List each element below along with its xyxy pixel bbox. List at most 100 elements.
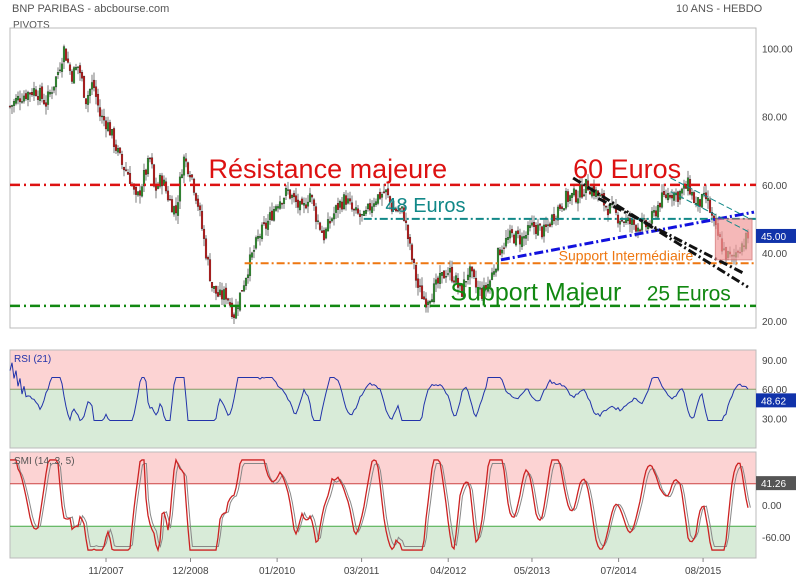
- price-candle: [68, 62, 72, 75]
- price-candle: [530, 215, 534, 228]
- price-candle: [566, 188, 570, 208]
- candle-body: [82, 76, 86, 98]
- price-candle: [536, 218, 540, 236]
- candle-body: [188, 175, 192, 178]
- price-candle: [706, 190, 710, 209]
- candle-body: [238, 292, 242, 311]
- price-candle: [240, 290, 244, 292]
- price-candle: [226, 297, 230, 305]
- price-candle: [180, 169, 184, 179]
- rsi-ytick-90: 90.00: [762, 356, 787, 367]
- candle-body: [334, 205, 338, 213]
- smi-line: [10, 457, 749, 553]
- price-candle: [106, 116, 110, 133]
- price-candle: [692, 190, 696, 204]
- price-candle: [288, 189, 292, 200]
- candle-body: [262, 222, 266, 225]
- price-candle: [346, 192, 350, 205]
- candle-body: [52, 86, 56, 91]
- price-candle: [272, 205, 276, 222]
- price-candle: [230, 297, 234, 319]
- candle-body: [498, 249, 502, 256]
- candle-body: [232, 314, 236, 318]
- candle-body: [212, 286, 216, 289]
- price-candle: [286, 181, 290, 195]
- price-candle: [452, 276, 456, 287]
- candle-body: [248, 254, 252, 276]
- candle-body: [558, 204, 562, 209]
- price-candle: [412, 258, 416, 270]
- candle-body: [272, 209, 276, 221]
- teal-channel-line: [670, 177, 751, 220]
- candle-body: [84, 98, 88, 105]
- x-tick-label: 04/2012: [430, 566, 467, 577]
- candle-body: [204, 238, 208, 259]
- price-candle: [90, 74, 94, 96]
- price-candle: [42, 93, 46, 106]
- candle-body: [696, 197, 700, 206]
- price-ytick-20: 20.00: [762, 317, 787, 328]
- candle-body: [48, 92, 52, 95]
- price-candle: [542, 219, 546, 243]
- price-candle: [402, 201, 406, 222]
- candle-body: [516, 230, 520, 234]
- candle-body: [492, 271, 496, 275]
- price-candle: [508, 224, 512, 243]
- price-candle: [418, 278, 422, 293]
- candle-body: [662, 191, 666, 195]
- price-candle: [72, 66, 76, 84]
- smi-ytick-minus60: -60.00: [762, 533, 791, 544]
- candle-body: [150, 157, 154, 165]
- smi-panel: [9, 451, 757, 559]
- price-candle: [160, 172, 164, 195]
- candle-body: [316, 220, 320, 222]
- price-candle: [290, 193, 294, 205]
- price-candle: [366, 203, 370, 212]
- candle-body: [346, 198, 350, 204]
- price-candle: [242, 280, 246, 293]
- candle-body: [36, 96, 40, 100]
- price-candle: [44, 95, 48, 115]
- candle-body: [518, 235, 522, 245]
- price-candle: [112, 126, 116, 154]
- resistance-value-label: 60 Euros: [573, 154, 681, 184]
- price-candle: [110, 128, 114, 139]
- price-candle: [552, 206, 556, 225]
- candle-body: [96, 93, 100, 106]
- candle-body: [522, 236, 526, 239]
- price-candle: [58, 62, 62, 74]
- candle-body: [24, 93, 28, 99]
- candle-body: [258, 236, 262, 238]
- price-candle: [462, 271, 466, 300]
- candle-body: [282, 197, 286, 204]
- price-candle: [478, 281, 482, 296]
- candle-body: [80, 72, 84, 79]
- candle-body: [542, 224, 546, 237]
- candle-body: [266, 220, 270, 230]
- price-candle: [392, 200, 396, 211]
- candle-body: [448, 268, 452, 273]
- price-candle: [340, 196, 344, 213]
- price-candle: [558, 203, 562, 212]
- price-candle: [474, 270, 478, 294]
- candle-body: [512, 234, 516, 244]
- price-candle: [622, 220, 626, 228]
- candle-body: [18, 98, 22, 103]
- candle-body: [368, 203, 372, 211]
- candle-body: [86, 95, 90, 105]
- price-ytick-60: 60.00: [762, 181, 787, 192]
- price-candle: [152, 163, 156, 188]
- candle-body: [462, 279, 466, 299]
- candle-body: [532, 222, 536, 227]
- candle-body: [76, 66, 80, 68]
- price-candle: [686, 170, 690, 196]
- candle-body: [544, 224, 548, 228]
- price-candle: [216, 285, 220, 298]
- price-candle: [54, 75, 58, 96]
- candle-body: [390, 202, 394, 212]
- candle-body: [314, 206, 318, 222]
- price-candle: [92, 72, 96, 92]
- price-candle: [416, 273, 420, 296]
- candle-body: [686, 177, 690, 192]
- candle-body: [348, 198, 352, 202]
